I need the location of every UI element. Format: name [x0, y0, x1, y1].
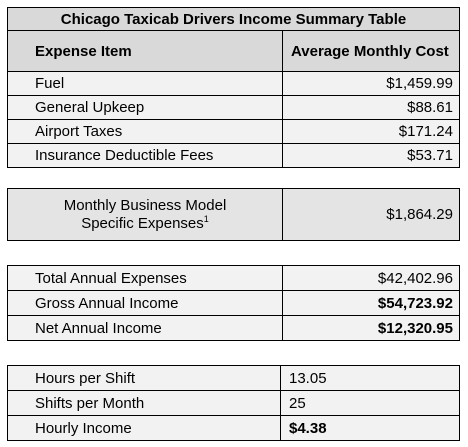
table-title: Chicago Taxicab Drivers Income Summary T… [7, 7, 460, 31]
row-value: $42,402.96 [282, 265, 460, 291]
header-cost: Average Monthly Cost [282, 30, 460, 72]
row-label: Total Annual Expenses [7, 265, 283, 291]
row-label: Gross Annual Income [7, 290, 283, 316]
row-label: Net Annual Income [7, 315, 283, 341]
annual-table: Total Annual Expenses $42,402.96 Gross An… [7, 265, 460, 341]
business-table: Monthly Business Model Specific Expenses… [7, 188, 460, 241]
row-value: $1,459.99 [282, 71, 460, 96]
row-label: Fuel [7, 71, 283, 96]
row-label: Hours per Shift [7, 365, 281, 391]
row-value: $88.61 [282, 95, 460, 120]
business-label: Monthly Business Model Specific Expenses… [7, 188, 283, 241]
footnote-mark: 1 [203, 214, 209, 224]
row-value: $4.38 [280, 415, 460, 441]
row-value: 13.05 [280, 365, 460, 391]
row-label: Insurance Deductible Fees [7, 143, 283, 168]
label-text: Monthly Business Model Specific Expenses [63, 197, 227, 232]
row-label: Shifts per Month [7, 390, 281, 416]
row-value: $54,723.92 [282, 290, 460, 316]
row-value: $12,320.95 [282, 315, 460, 341]
row-value: $53.71 [282, 143, 460, 168]
header-item: Expense Item [7, 30, 283, 72]
shift-table: Hours per Shift 13.05 Shifts per Month 25 … [7, 365, 460, 441]
row-value: $171.24 [282, 119, 460, 144]
row-label: Hourly Income [7, 415, 281, 441]
row-label: Airport Taxes [7, 119, 283, 144]
row-label: General Upkeep [7, 95, 283, 120]
business-value: $1,864.29 [282, 188, 460, 241]
row-value: 25 [280, 390, 460, 416]
expense-table: Chicago Taxicab Drivers Income Summary T… [7, 7, 460, 168]
